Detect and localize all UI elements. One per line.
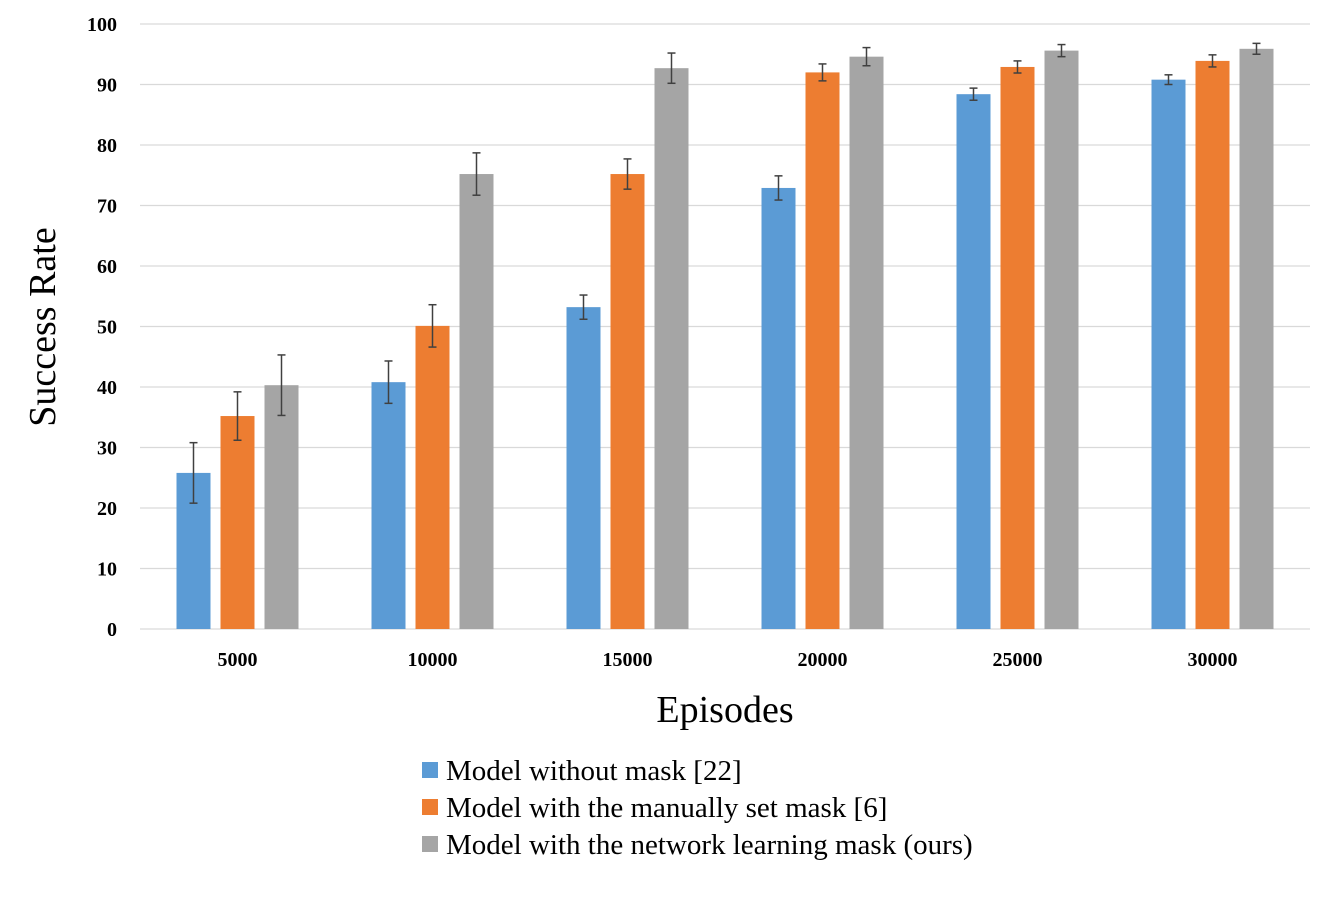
error-bar (428, 303, 437, 348)
gridlines (140, 23, 1310, 630)
error-bar (862, 46, 871, 67)
bar (459, 174, 494, 630)
bars (176, 42, 1274, 630)
legend-swatch (422, 762, 438, 778)
y-tick-label: 80 (97, 135, 117, 157)
bar (415, 325, 450, 629)
bar (566, 307, 601, 629)
error-bar (1164, 74, 1173, 86)
bar (1151, 79, 1186, 629)
y-tick-label: 20 (97, 498, 117, 520)
error-bar (1208, 54, 1217, 68)
legend: Model without mask [22] Model with the ma… (422, 755, 973, 861)
y-tick-label: 90 (97, 75, 117, 97)
y-tick-label: 0 (107, 619, 117, 641)
error-bar (818, 63, 827, 82)
y-tick-label: 60 (97, 256, 117, 278)
x-tick-label: 5000 (218, 649, 258, 671)
error-bar (384, 360, 393, 405)
bar (1000, 66, 1035, 629)
y-tick-label: 50 (97, 317, 117, 339)
x-axis-ticks: 5000 10000 15000 20000 25000 30000 (218, 649, 1238, 671)
x-tick-label: 30000 (1188, 649, 1238, 671)
x-tick-label: 15000 (603, 649, 653, 671)
legend-swatch (422, 799, 438, 815)
y-tick-label: 10 (97, 559, 117, 581)
y-tick-label: 70 (97, 196, 117, 218)
error-bar (969, 87, 978, 101)
legend-label: Model with the manually set mask [6] (446, 792, 887, 824)
y-tick-label: 100 (87, 14, 117, 36)
x-tick-label: 25000 (993, 649, 1043, 671)
y-axis-ticks: 0 10 20 30 40 50 60 70 80 90 100 (87, 14, 117, 641)
bar (654, 68, 689, 630)
y-tick-label: 30 (97, 438, 117, 460)
error-bar (623, 158, 632, 190)
error-bar (1252, 42, 1261, 55)
legend-item: Model without mask [22] (422, 755, 742, 787)
error-bar (1057, 43, 1066, 58)
bar (1239, 48, 1274, 630)
legend-item: Model with the network learning mask (ou… (422, 829, 973, 861)
bar (805, 72, 840, 629)
bar (220, 416, 255, 629)
error-bar (774, 175, 783, 201)
bar (1195, 60, 1230, 629)
error-bar (189, 441, 198, 504)
error-bar (233, 391, 242, 441)
bar (956, 94, 991, 630)
y-tick-label: 40 (97, 377, 117, 399)
bar (849, 56, 884, 630)
legend-swatch (422, 836, 438, 852)
legend-label: Model without mask [22] (446, 755, 742, 787)
error-bar (579, 294, 588, 320)
x-tick-label: 20000 (798, 649, 848, 671)
x-axis-title: Episodes (656, 689, 793, 731)
legend-label: Model with the network learning mask (ou… (446, 829, 973, 861)
bar (1044, 50, 1079, 630)
bar (610, 174, 645, 630)
bar (761, 187, 796, 629)
x-tick-label: 10000 (408, 649, 458, 671)
bar (264, 385, 299, 629)
legend-item: Model with the manually set mask [6] (422, 792, 887, 824)
error-bar (277, 354, 286, 417)
error-bar (667, 52, 676, 85)
y-axis-title: Success Rate (22, 227, 64, 426)
error-bar (472, 152, 481, 196)
error-bar (1013, 60, 1022, 74)
bar (371, 382, 406, 629)
